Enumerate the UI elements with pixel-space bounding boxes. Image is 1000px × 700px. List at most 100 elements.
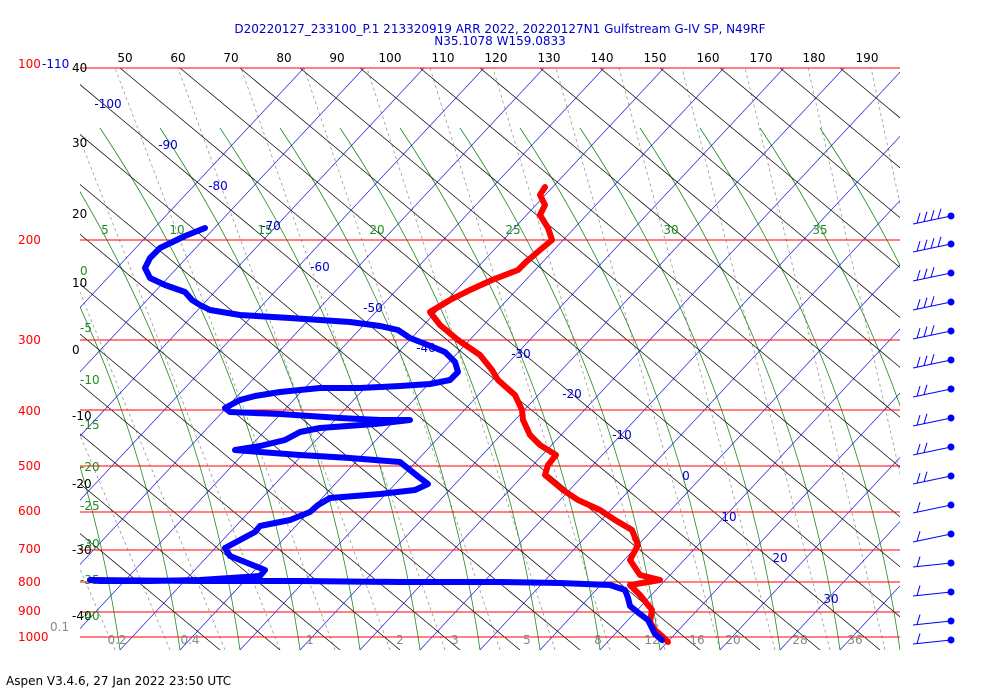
isotherm — [179, 68, 725, 650]
moist-adiabat — [819, 127, 900, 267]
moist-adiabat — [279, 127, 481, 650]
bottom-label: 3 — [451, 633, 459, 647]
barb-staff — [912, 417, 952, 427]
barb-staff — [912, 446, 952, 456]
mixing-ratio-line — [80, 568, 116, 650]
theta-e-label: 0 — [80, 264, 88, 278]
pressure-label: 500 — [18, 459, 41, 473]
isotherm-label: -20 — [562, 387, 582, 401]
chart-title: D20220127_233100_P.1 213320919 ARR 2022,… — [234, 22, 765, 36]
isotherm — [80, 68, 545, 565]
moist-adiabat — [339, 127, 541, 650]
barb-feather — [930, 296, 935, 307]
moist-adiabat — [579, 127, 781, 650]
height-label: -30 — [72, 543, 92, 557]
dry-adiabat — [960, 68, 1000, 650]
theta-label: 120 — [485, 51, 508, 65]
barb-feather — [923, 211, 928, 222]
dry-adiabat — [479, 68, 900, 418]
isotherm — [80, 68, 365, 373]
theta-label: 150 — [644, 51, 667, 65]
barb-feather — [930, 354, 935, 365]
isotherm — [299, 68, 845, 650]
barb-feather — [923, 442, 928, 453]
barb-feather — [923, 297, 928, 308]
mixing-ratio-label: 30 — [663, 223, 678, 237]
theta-e-label: -30 — [80, 537, 100, 551]
barb-staff — [912, 215, 952, 225]
mixing-ratio-line — [555, 68, 721, 650]
barb-feather — [916, 270, 921, 281]
theta-e-label: -10 — [80, 373, 100, 387]
pressure-label-top: 100 — [18, 57, 41, 71]
wind-barbs — [912, 208, 955, 645]
barb-feather — [916, 357, 921, 368]
theta-label: 90 — [329, 51, 344, 65]
isotherm — [119, 68, 665, 650]
mixing-ratio-label: 35 — [812, 223, 827, 237]
barb-feather — [923, 413, 928, 424]
wind-barb — [912, 296, 955, 311]
isotherm-label: 0 — [682, 469, 690, 483]
wind-barb — [912, 614, 955, 626]
mixing-ratio-line — [681, 68, 831, 650]
isotherm-label: -10 — [612, 428, 632, 442]
pressure-label: 400 — [18, 404, 41, 418]
barb-feather — [923, 471, 928, 482]
wind-barb — [912, 530, 955, 543]
grid-lines — [0, 8, 1000, 650]
isotherm — [960, 8, 1000, 650]
height-label: -40 — [72, 609, 92, 623]
theta-e-label: -5 — [80, 321, 92, 335]
theta-label: 130 — [538, 51, 561, 65]
isotherm — [80, 68, 485, 501]
barb-feather — [923, 384, 928, 395]
barb-staff — [912, 639, 952, 645]
height-label: 0 — [72, 343, 80, 357]
mixing-ratio-line — [492, 68, 666, 650]
barb-feather — [916, 299, 921, 310]
wind-barb — [912, 471, 955, 485]
dry-adiabat — [359, 68, 900, 518]
dry-adiabat — [80, 134, 701, 650]
wind-barb — [912, 413, 955, 427]
moist-adiabat — [80, 191, 241, 650]
mixing-ratio-line — [744, 68, 886, 650]
mixing-ratio-line — [0, 68, 60, 650]
dry-adiabat — [719, 68, 900, 219]
dry-adiabat — [80, 84, 761, 650]
barb-staff — [912, 330, 952, 340]
height-label: 30 — [72, 136, 87, 150]
barb-feather — [937, 208, 942, 219]
dry-adiabat — [80, 533, 221, 650]
isotherm-label: -30 — [511, 347, 531, 361]
barb-feather — [916, 614, 921, 625]
theta-label: 50 — [117, 51, 132, 65]
pressure-label: 200 — [18, 233, 41, 247]
moist-adiabat — [80, 306, 181, 650]
pressure-label: 1000 — [18, 630, 49, 644]
barb-staff — [912, 243, 952, 253]
theta-label: 70 — [223, 51, 238, 65]
barb-feather — [916, 556, 921, 567]
wind-barb — [912, 267, 955, 282]
moist-adiabat — [159, 127, 361, 650]
bottom-label: 1 — [306, 633, 314, 647]
height-label: -10 — [72, 409, 92, 423]
theta-label: 110 — [432, 51, 455, 65]
isotherm-label: -70 — [261, 219, 281, 233]
isotherm-label-top: -110 — [42, 57, 69, 71]
moist-adiabat — [99, 127, 301, 650]
dry-adiabat — [80, 233, 581, 650]
mixing-ratio-label: 15 — [257, 223, 272, 237]
barb-staff — [912, 620, 952, 626]
dry-adiabat — [659, 68, 900, 268]
barb-feather — [930, 267, 935, 278]
dry-adiabat — [419, 68, 900, 468]
wind-barb — [912, 208, 955, 225]
isotherm — [419, 135, 900, 650]
mixing-ratio-line — [618, 68, 776, 650]
dry-adiabat — [539, 68, 900, 368]
isotherm-label: -100 — [94, 97, 121, 111]
